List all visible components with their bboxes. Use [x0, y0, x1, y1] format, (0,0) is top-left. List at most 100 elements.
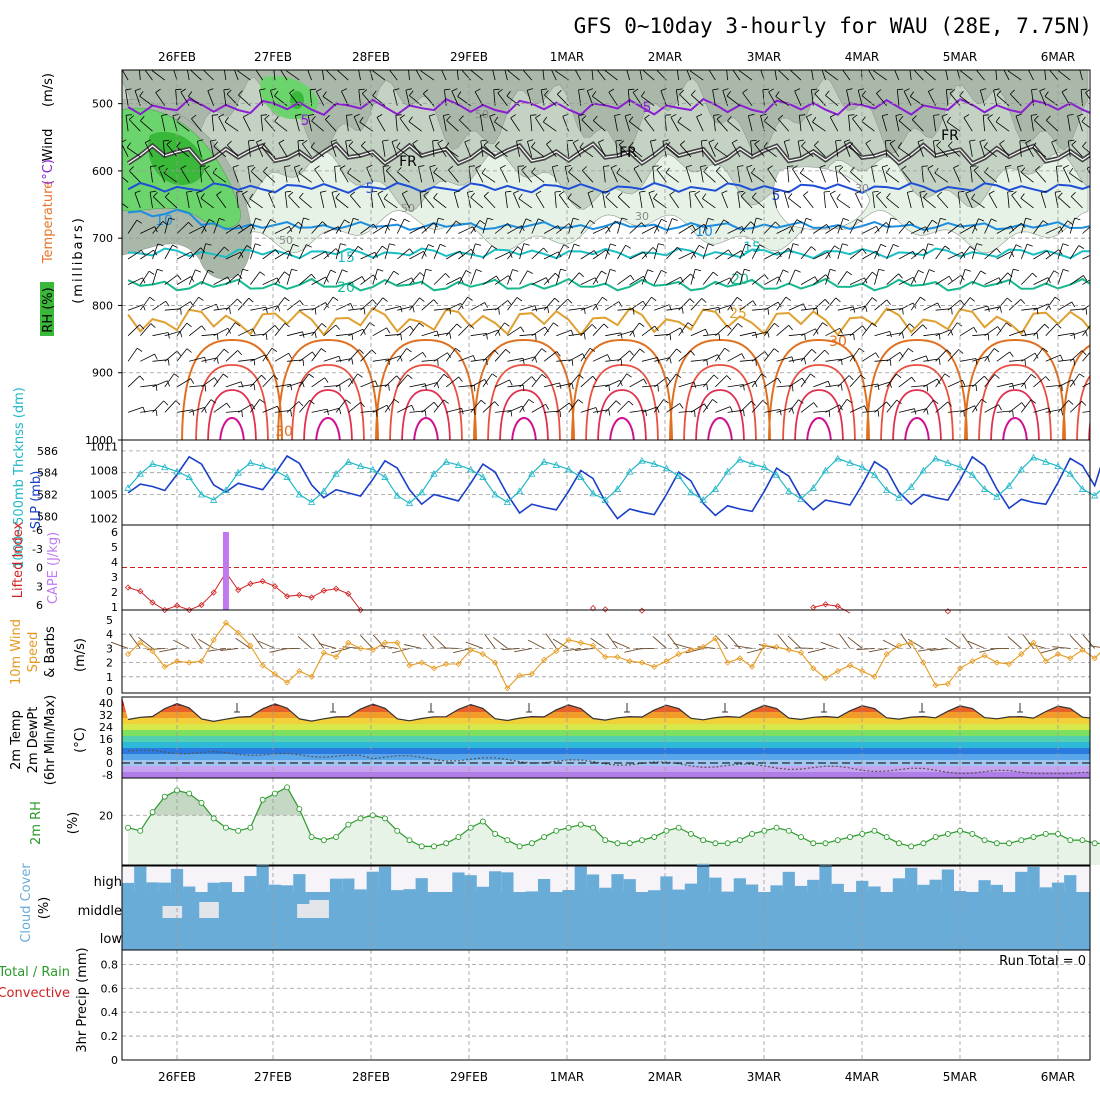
wind-barb-flag [302, 139, 308, 145]
wind-barb-flag [666, 377, 671, 383]
wind-barb-flag [1094, 91, 1098, 96]
wind-barb [262, 277, 278, 285]
thickness-point [197, 490, 206, 498]
wind-barb [862, 250, 877, 260]
wind-barb-flag [285, 190, 292, 193]
wind-barb [213, 307, 230, 311]
wind-barb-flag [371, 191, 378, 193]
cloud-high-bar [794, 885, 808, 892]
wind-barb-flag [629, 350, 634, 356]
bottom-date-label: 2MAR [648, 1070, 683, 1084]
wind-barb [776, 226, 792, 234]
wind-barb-flag [224, 63, 230, 64]
wind-barb [641, 296, 652, 311]
wind-barb-flag [195, 269, 201, 273]
cloud-high-bar [684, 883, 698, 892]
top-date-axis: 26FEB 27FEB 28FEB 29FEB 1MAR 2MAR 3MAR 4MAR 5MAR… [158, 50, 1075, 64]
wind-10m-barb [527, 639, 545, 649]
wind-barb [458, 296, 468, 311]
wind-barb-flag [971, 193, 976, 199]
cloud-high-bar [244, 876, 257, 892]
wind-barb [299, 331, 316, 337]
wind-barb-flag [944, 373, 951, 378]
wind-barb [396, 374, 409, 388]
wind-barb [433, 197, 447, 209]
cloud-high-bar [329, 878, 343, 892]
wind-10m-point [993, 659, 1000, 666]
wind-barb [897, 147, 912, 158]
wind-barb-flag [848, 142, 854, 148]
wind-barb-flag [1006, 322, 1012, 327]
wind-barb-flag [311, 116, 316, 122]
temp-band [122, 754, 1090, 760]
wind-barb-flag [475, 269, 482, 272]
cloud-high-bar [183, 886, 196, 892]
wind-barb-flag [1097, 379, 1100, 384]
wind-barb-flag [665, 167, 670, 173]
wind-barb [347, 172, 361, 183]
wind-barb-flag [804, 358, 806, 365]
cloud-high-bar [366, 871, 379, 892]
wind-barb-flag [405, 88, 412, 91]
rh-2m-point [382, 815, 388, 822]
wind-barb [250, 374, 262, 388]
wind-10m-barb [1022, 633, 1034, 649]
label-10m-wind-b: Speed [26, 632, 41, 673]
wind-10m-barb [198, 638, 214, 649]
wind-barb [127, 219, 138, 234]
wind-barb [923, 197, 936, 209]
wind-10m-barb [440, 647, 459, 649]
wind-barb-flag [292, 243, 299, 247]
wind-barb-flag [162, 220, 168, 226]
wind-barb-flag [598, 139, 604, 143]
wind-barb [935, 349, 948, 362]
wind-barb [384, 270, 395, 285]
wind-barb-flag [861, 116, 866, 122]
top-date-label: 29FEB [450, 50, 488, 64]
wind-barb [605, 332, 622, 337]
cloud-high-bar [660, 876, 673, 892]
wind-barb-flag [422, 352, 427, 358]
wind-barb-flag [830, 190, 836, 195]
wind-barb [666, 348, 677, 362]
wind-barb [164, 244, 173, 260]
wind-barb [531, 247, 544, 260]
wind-barb [783, 141, 790, 157]
wind-barb [819, 167, 826, 183]
wind-barb-flag [440, 63, 446, 66]
wind-barb [581, 119, 594, 132]
wind-barb [1063, 167, 1071, 183]
wind-barb-flag [210, 399, 217, 404]
wind-barb-flag [931, 219, 938, 224]
wind-barb-flag [527, 88, 534, 91]
rh-legend-swatch [40, 282, 54, 336]
wind-barb [494, 275, 509, 285]
isotherm-25 [127, 306, 1090, 337]
wind-barb-flag [483, 140, 489, 146]
wind-10m-barb [590, 637, 606, 649]
wind-barb [445, 220, 457, 234]
wind-barb-flag [938, 333, 941, 340]
rh-contour-label: 50 [401, 202, 415, 215]
wind-barb-flag [853, 334, 855, 341]
wind-barb-flag [838, 166, 844, 172]
wind-barb [572, 142, 582, 157]
wind-barb [865, 143, 875, 158]
wind-barb-flag [803, 191, 809, 196]
wind-barb-flag [158, 164, 165, 168]
wind-barb-flag [979, 139, 986, 142]
wind-barb [618, 144, 631, 158]
wind-barb-flag [165, 300, 170, 307]
wind-10m-point [320, 649, 327, 656]
rh-2m-point [467, 824, 474, 831]
wind-barb [564, 166, 569, 183]
wind-barb [752, 331, 768, 337]
wind-barb-flag [458, 376, 463, 382]
wind-barb-flag [414, 63, 419, 66]
wind-barb [678, 322, 689, 336]
wind-barb [189, 70, 202, 81]
wind-barb [176, 276, 192, 285]
wind-10m-point [345, 639, 352, 646]
wind-barb [335, 303, 351, 311]
